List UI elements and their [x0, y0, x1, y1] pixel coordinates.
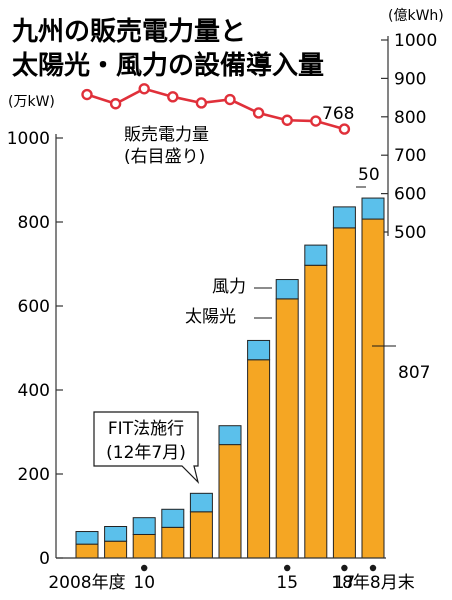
line-series-label: 販売電力量: [124, 125, 209, 145]
right-axis-tick-label: 700: [394, 146, 426, 166]
bar-solar: [75, 543, 99, 559]
chart-title-line2: 太陽光・風力の設備導入量: [12, 50, 324, 81]
bar-solar: [275, 298, 299, 559]
bar-solar: [218, 444, 242, 559]
line-point: [310, 115, 322, 127]
left-axis-tick-label: 800: [18, 213, 50, 233]
bar-wind: [161, 508, 185, 528]
right-axis-tick-label: 900: [394, 69, 426, 89]
right-axis-tick-label: 800: [394, 108, 426, 128]
bar-wind: [361, 197, 385, 220]
right-axis-tick-label: 1000: [394, 31, 437, 51]
bar-wind: [247, 339, 271, 361]
total-top-label: 50: [358, 165, 380, 185]
bar-solar: [189, 511, 213, 559]
solar-legend-label: 太陽光: [185, 307, 236, 327]
line-point: [138, 83, 150, 95]
bar-wind: [275, 279, 299, 300]
line-point: [224, 93, 236, 106]
bar-series: [75, 197, 385, 559]
bar-wind: [304, 244, 328, 266]
x-axis-label: 10: [133, 573, 155, 593]
x-axis-dot: [369, 564, 377, 572]
bar-solar: [132, 533, 156, 559]
right-axis-tick-label: 500: [394, 223, 426, 243]
line-point: [281, 114, 293, 126]
bar-wind: [189, 492, 213, 513]
fit-callout-line1: FIT法施行: [108, 419, 184, 439]
x-axis-label: 15: [276, 573, 298, 593]
left-axis-tick-label: 0: [39, 549, 50, 569]
bar-solar: [247, 359, 271, 559]
x-axis-label: 18年8月末: [331, 573, 414, 593]
bar-wind: [218, 425, 242, 446]
line-series-sublabel: (右目盛り): [124, 147, 205, 167]
line-point: [338, 123, 351, 135]
fit-callout-line2: (12年7月): [106, 443, 186, 463]
left-axis-tick-label: 200: [18, 465, 50, 485]
left-axis: 0 200 400 600 800 1000: [7, 129, 63, 569]
line-point: [167, 91, 179, 103]
line-end-value: 768: [322, 104, 354, 124]
line-path: [86, 87, 345, 131]
bar-solar: [161, 526, 185, 559]
x-axis-dot: [141, 564, 148, 572]
left-axis-tick-label: 400: [18, 381, 50, 401]
bar-wind: [75, 531, 99, 545]
bar-solar: [104, 540, 128, 559]
left-axis-unit: (万kW): [8, 94, 55, 110]
bar-solar: [304, 264, 328, 559]
bar-solar: [361, 218, 385, 559]
x-axis-dot: [284, 564, 291, 572]
bar-wind: [132, 517, 156, 535]
solar-value-label: 807: [398, 363, 430, 383]
x-axis-label: 2008年度: [48, 573, 125, 593]
right-axis: 500 600 700 800 900 1000: [381, 31, 437, 243]
left-axis-tick-label: 600: [18, 297, 50, 317]
line-point: [195, 97, 208, 109]
bar-wind: [332, 206, 356, 229]
line-series: [81, 83, 351, 135]
line-point: [81, 88, 93, 101]
bar-solar: [332, 227, 356, 559]
line-point: [109, 98, 122, 110]
chart-title-line1: 九州の販売電力量と: [11, 17, 246, 47]
fit-callout-box: [93, 411, 200, 484]
x-axis-dot: [341, 564, 348, 572]
left-axis-tick-label: 1000: [7, 129, 50, 149]
x-axis-label: 17: [334, 573, 356, 593]
line-point: [252, 107, 265, 119]
right-axis-tick-label: 600: [394, 185, 426, 205]
wind-legend-label: 風力: [212, 277, 246, 297]
right-axis-unit: (億kWh): [388, 8, 444, 24]
bar-wind: [104, 526, 128, 542]
